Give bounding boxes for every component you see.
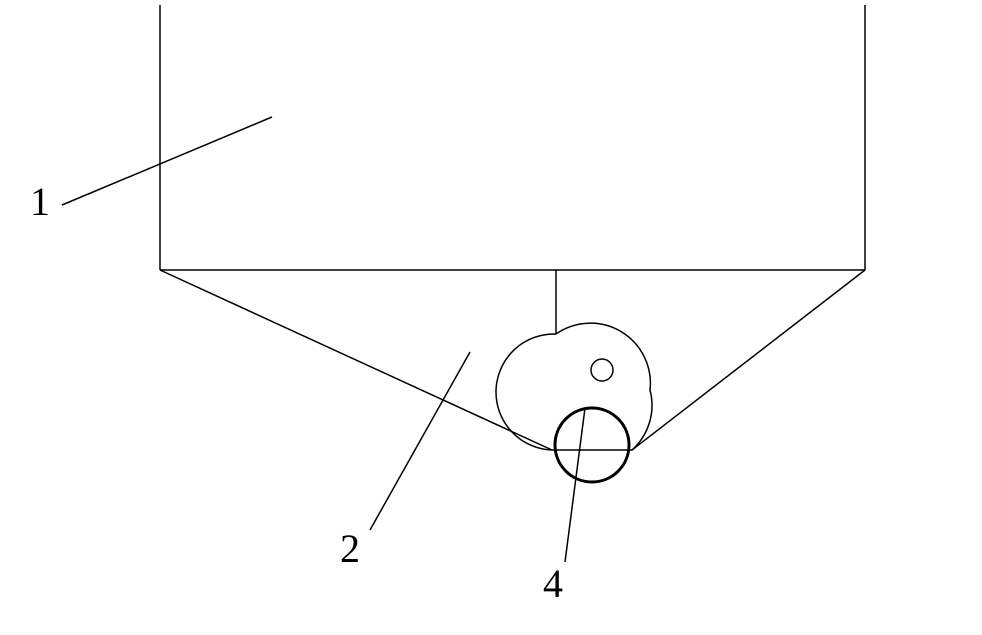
component-body — [496, 323, 652, 450]
leader-line-4 — [565, 408, 585, 562]
large-circle — [555, 408, 629, 482]
box-container — [160, 5, 865, 270]
funnel-right-slope — [632, 270, 865, 450]
leader-line-2 — [370, 352, 470, 530]
technical-diagram: 1 2 4 — [0, 0, 982, 630]
leader-line-1 — [62, 117, 272, 205]
label-4: 4 — [543, 560, 563, 607]
funnel-left-slope — [160, 270, 552, 450]
small-circle — [591, 359, 613, 381]
label-2: 2 — [340, 525, 360, 572]
funnel — [160, 270, 865, 450]
diagram-svg — [0, 0, 982, 630]
label-1: 1 — [30, 178, 50, 225]
